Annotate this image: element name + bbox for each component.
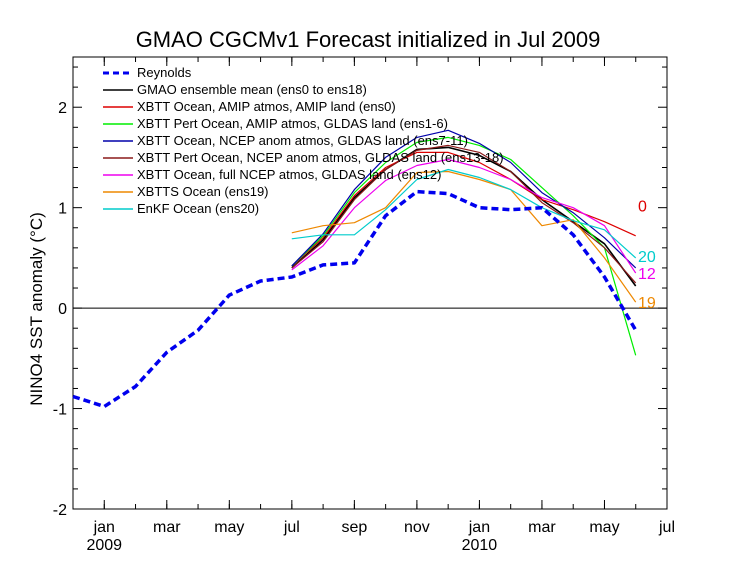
series-line-4	[291, 129, 637, 269]
x-tick-label: mar	[528, 519, 556, 536]
series-line-6	[291, 158, 637, 274]
legend-entry: XBTT Ocean, NCEP anom atmos, GLDAS land …	[137, 133, 468, 148]
legend-entry: XBTTS Ocean (ens19)	[137, 184, 269, 199]
ensemble-end-label: 12	[638, 266, 656, 283]
x-year-label: 2010	[462, 537, 498, 554]
legend-entry: EnKF Ocean (ens20)	[137, 201, 259, 216]
x-tick-label: may	[589, 519, 619, 536]
x-tick-label: may	[214, 519, 244, 536]
x-tick-label: jul	[283, 519, 300, 536]
chart-title: GMAO CGCMv1 Forecast initialized in Jul …	[136, 27, 601, 52]
x-tick-label: jan	[93, 519, 115, 536]
y-tick-label: 0	[58, 301, 67, 318]
legend-entry: XBTT Pert Ocean, NCEP anom atmos, GLDAS …	[137, 150, 504, 165]
y-tick-label: 1	[58, 201, 67, 218]
y-axis-label: NINO4 SST anomaly (°C)	[27, 212, 46, 406]
y-tick-label: -1	[53, 402, 67, 419]
series-line-8	[291, 168, 637, 259]
legend-entry: XBTT Pert Ocean, AMIP atmos, GLDAS land …	[137, 116, 448, 131]
x-tick-label: jul	[658, 519, 675, 536]
x-tick-label: mar	[153, 519, 181, 536]
ensemble-end-label: 0	[638, 199, 647, 216]
y-tick-label: -2	[53, 502, 67, 519]
x-tick-label: jan	[468, 519, 490, 536]
series-line-2	[291, 151, 636, 267]
series-line-3	[291, 136, 637, 356]
x-year-label: 2009	[86, 537, 122, 554]
plot-frame	[72, 56, 668, 510]
legend-entry: GMAO ensemble mean (ens0 to ens18)	[137, 82, 367, 97]
series-line-7	[291, 170, 637, 303]
x-tick-label: sep	[341, 519, 367, 536]
legend-entry: XBTT Ocean, AMIP atmos, AMIP land (ens0)	[137, 99, 396, 114]
ensemble-end-label: 20	[638, 249, 656, 266]
legend-entry: XBTT Ocean, full NCEP atmos, GLDAS land …	[137, 167, 441, 182]
y-tick-label: 2	[58, 100, 67, 117]
legend-entry: Reynolds	[137, 65, 192, 80]
x-tick-label: nov	[404, 519, 430, 536]
ensemble-end-label: 19	[638, 295, 656, 312]
series-line-0	[72, 189, 638, 409]
